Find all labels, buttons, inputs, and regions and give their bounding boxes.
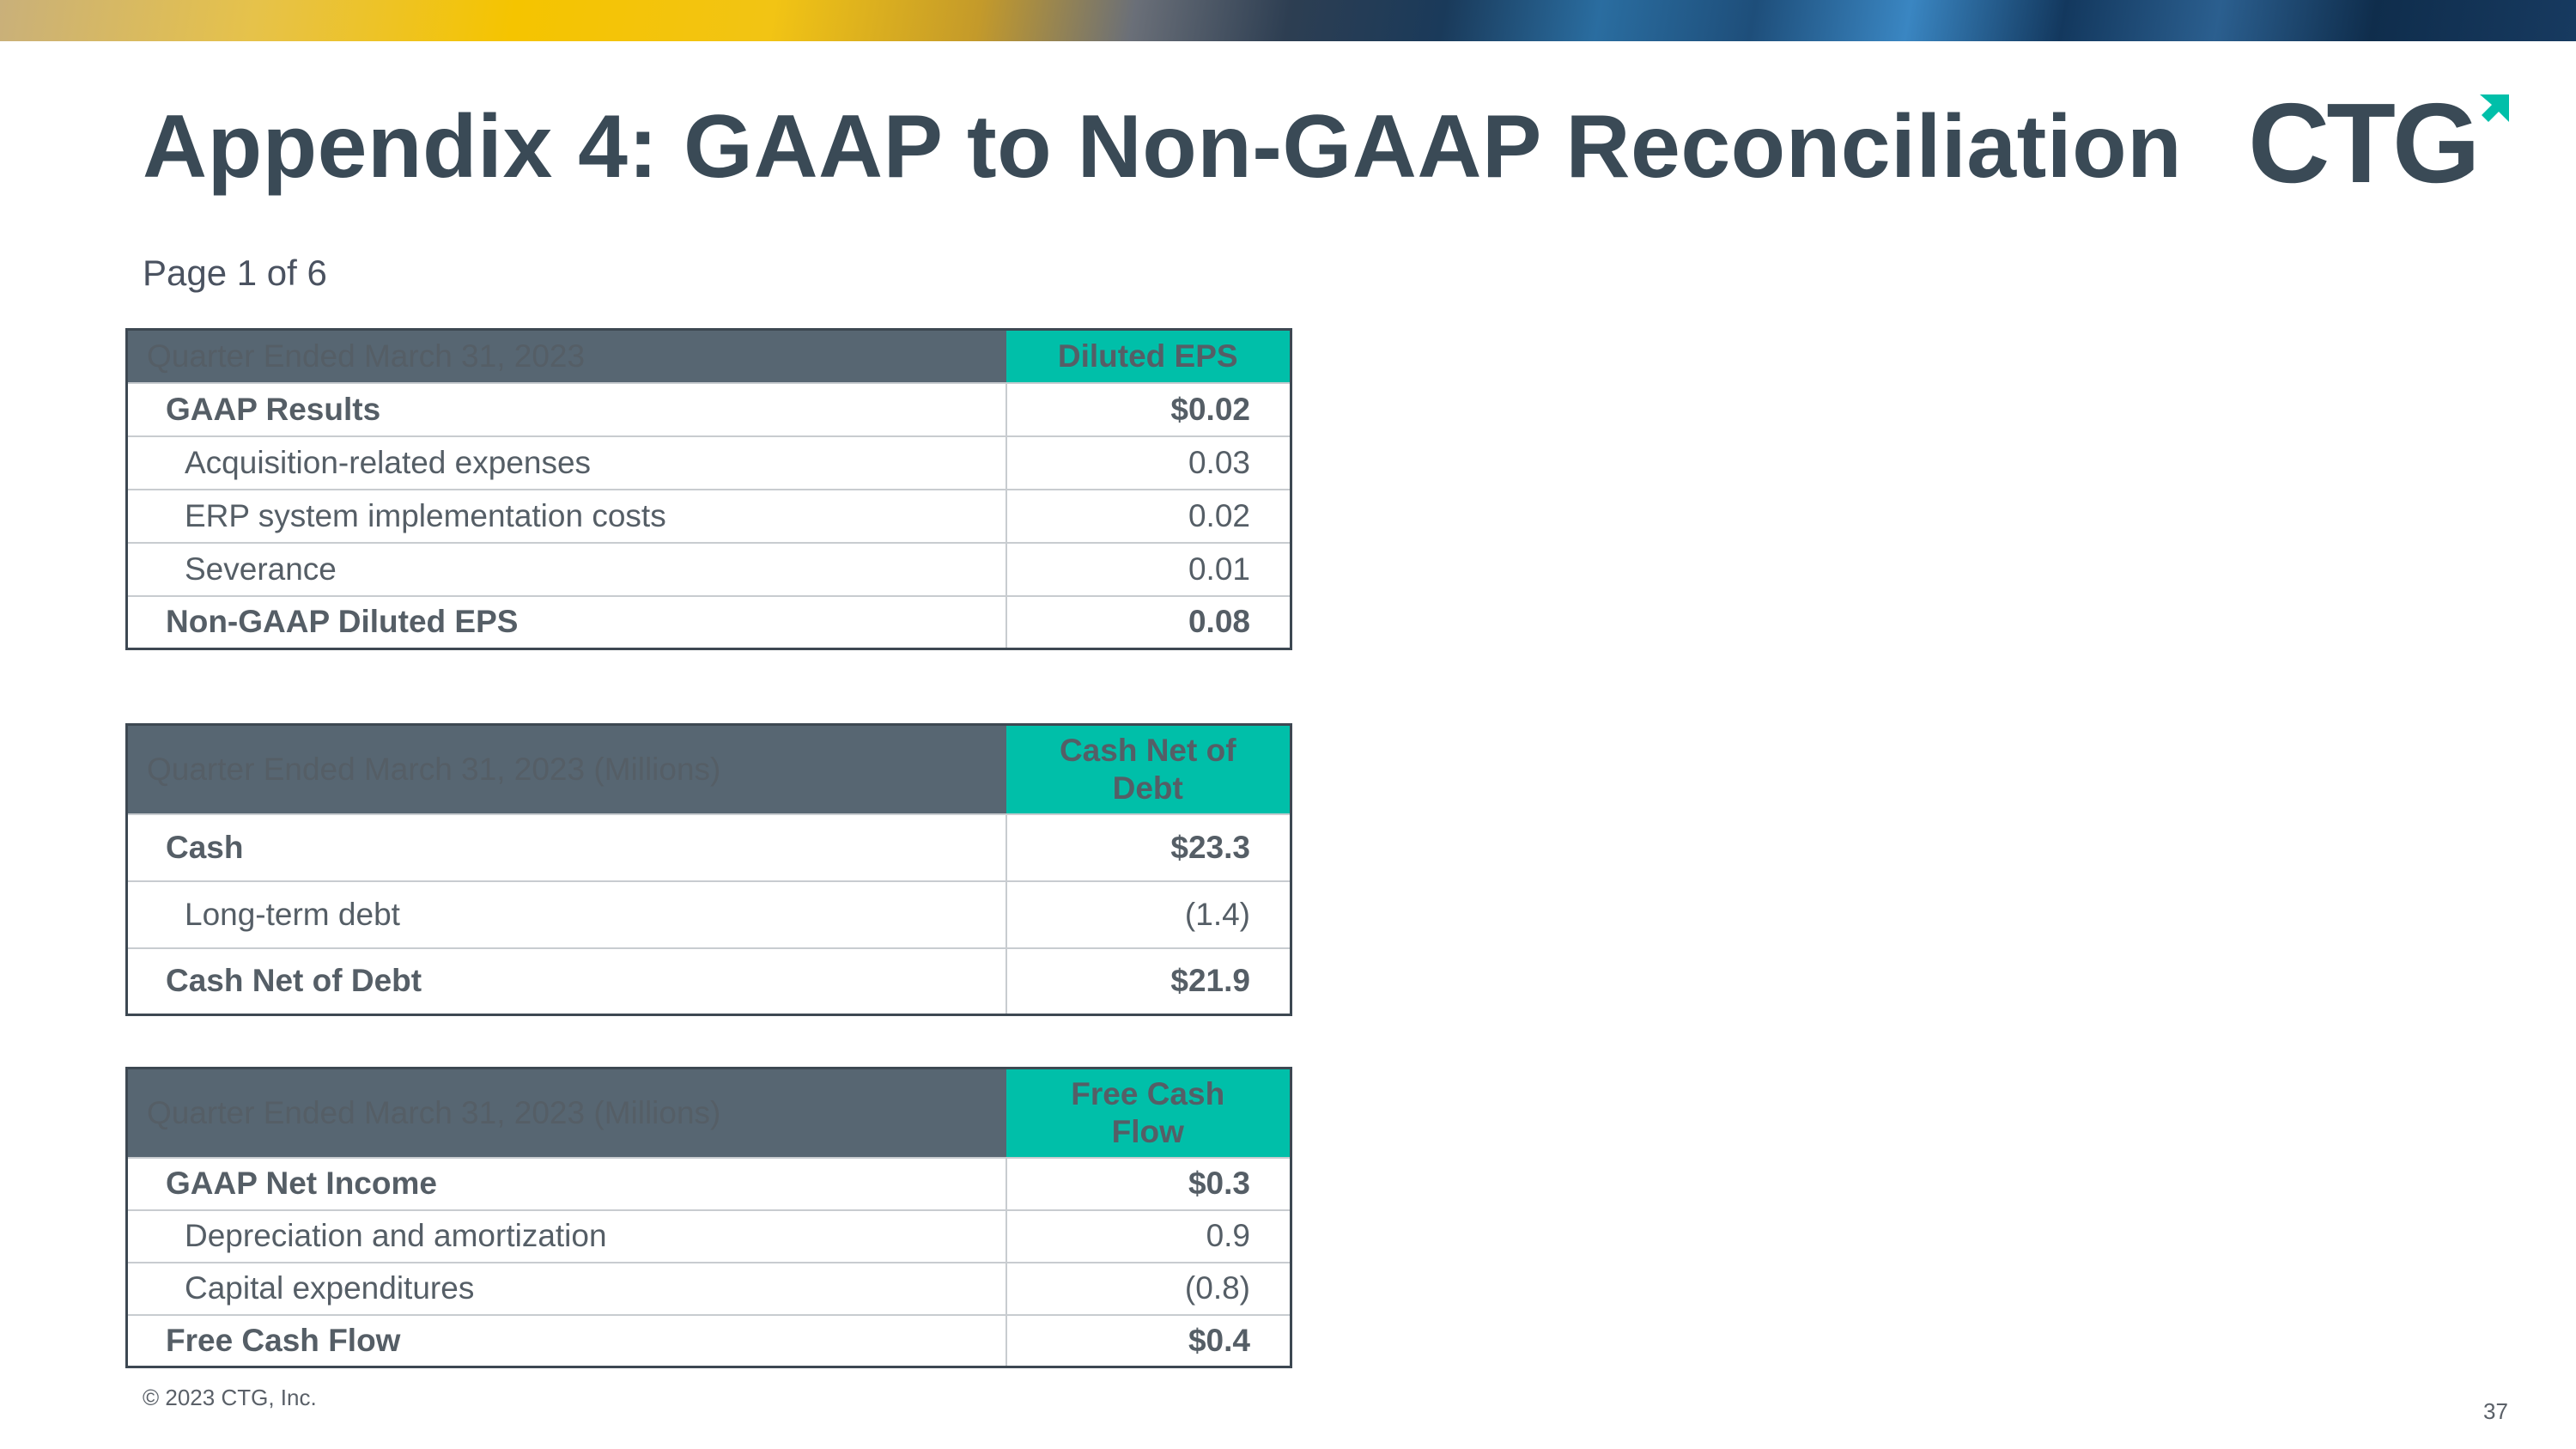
table-row: Free Cash Flow $0.4 bbox=[125, 1313, 1292, 1368]
row-value: 0.01 bbox=[1005, 541, 1292, 597]
row-label: GAAP Net Income bbox=[125, 1156, 1007, 1211]
logo-arrow-icon bbox=[2480, 94, 2509, 122]
diluted-eps-table: Quarter Ended March 31, 2023 Diluted EPS… bbox=[125, 328, 1292, 650]
row-value: 0.08 bbox=[1005, 594, 1292, 650]
cash-net-of-debt-table: Quarter Ended March 31, 2023 (Millions) … bbox=[125, 723, 1292, 1016]
row-value: $0.02 bbox=[1005, 381, 1292, 437]
row-value: (1.4) bbox=[1005, 880, 1292, 949]
table-header-row: Quarter Ended March 31, 2023 Diluted EPS bbox=[126, 329, 1291, 383]
table-row: Severance 0.01 bbox=[125, 541, 1292, 597]
page-indicator: Page 1 of 6 bbox=[143, 253, 327, 293]
page-title: Appendix 4: GAAP to Non-GAAP Reconciliat… bbox=[143, 97, 2183, 197]
table-row: Long-term debt (1.4) bbox=[125, 880, 1292, 949]
row-value: 0.9 bbox=[1005, 1209, 1292, 1263]
row-label: Capital expenditures bbox=[125, 1261, 1007, 1316]
table-row: Non-GAAP Diluted EPS 0.08 bbox=[125, 594, 1292, 650]
row-label: Non-GAAP Diluted EPS bbox=[125, 594, 1007, 650]
row-value: $0.3 bbox=[1005, 1156, 1292, 1211]
row-value: (0.8) bbox=[1005, 1261, 1292, 1316]
row-label: ERP system implementation costs bbox=[125, 488, 1007, 544]
row-value: $0.4 bbox=[1005, 1313, 1292, 1368]
row-label: Depreciation and amortization bbox=[125, 1209, 1007, 1263]
row-value: $23.3 bbox=[1005, 813, 1292, 882]
table-header-label: Quarter Ended March 31, 2023 (Millions) bbox=[126, 1068, 1006, 1158]
table-row: GAAP Net Income $0.3 bbox=[125, 1156, 1292, 1211]
ctg-logo: CTG bbox=[2248, 93, 2509, 189]
table-row: Cash $23.3 bbox=[125, 813, 1292, 882]
table-row: ERP system implementation costs 0.02 bbox=[125, 488, 1292, 544]
table-header-value: Cash Net of Debt bbox=[1005, 724, 1291, 814]
row-value: 0.02 bbox=[1005, 488, 1292, 544]
table-header-label: Quarter Ended March 31, 2023 bbox=[126, 329, 1006, 383]
table-header-row: Quarter Ended March 31, 2023 (Millions) … bbox=[126, 724, 1291, 814]
table-header-label: Quarter Ended March 31, 2023 (Millions) bbox=[126, 724, 1006, 814]
row-label: Acquisition-related expenses bbox=[125, 435, 1007, 490]
slide-number: 37 bbox=[2483, 1398, 2508, 1424]
table-header-value: Diluted EPS bbox=[1005, 329, 1291, 383]
logo-text: CTG bbox=[2248, 93, 2477, 189]
row-label: Severance bbox=[125, 541, 1007, 597]
table-row: Depreciation and amortization 0.9 bbox=[125, 1209, 1292, 1263]
row-label: Cash Net of Debt bbox=[125, 947, 1007, 1016]
header-banner bbox=[0, 0, 2576, 41]
table-row: Capital expenditures (0.8) bbox=[125, 1261, 1292, 1316]
copyright-notice: © 2023 CTG, Inc. bbox=[143, 1385, 317, 1410]
row-label: Free Cash Flow bbox=[125, 1313, 1007, 1368]
row-value: $21.9 bbox=[1005, 947, 1292, 1016]
table-row: Cash Net of Debt $21.9 bbox=[125, 947, 1292, 1016]
row-label: Cash bbox=[125, 813, 1007, 882]
table-header-row: Quarter Ended March 31, 2023 (Millions) … bbox=[126, 1068, 1291, 1158]
table-row: GAAP Results $0.02 bbox=[125, 381, 1292, 437]
row-label: GAAP Results bbox=[125, 381, 1007, 437]
row-value: 0.03 bbox=[1005, 435, 1292, 490]
free-cash-flow-table: Quarter Ended March 31, 2023 (Millions) … bbox=[125, 1067, 1292, 1368]
table-row: Acquisition-related expenses 0.03 bbox=[125, 435, 1292, 490]
table-header-value: Free Cash Flow bbox=[1005, 1068, 1291, 1158]
row-label: Long-term debt bbox=[125, 880, 1007, 949]
